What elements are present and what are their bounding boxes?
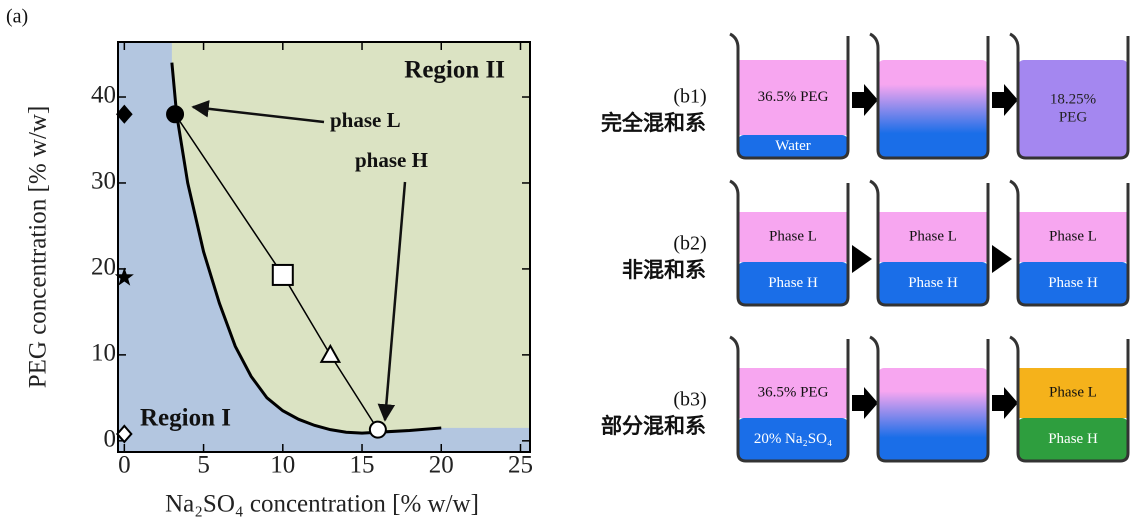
layer-text: 36.5% PEG — [758, 384, 829, 400]
binodal-curve — [170, 62, 442, 435]
x-tick-label: 25 — [508, 452, 533, 479]
process-arrow — [852, 84, 878, 116]
y-tick-label: 40 — [91, 82, 116, 109]
liquid-layer — [1018, 212, 1128, 262]
liquid-layer — [1018, 60, 1128, 158]
marker — [319, 343, 342, 363]
process-arrow — [992, 245, 1012, 273]
layer-text: 36.5% PEG — [758, 89, 829, 105]
liquid-layer — [878, 60, 988, 158]
x-tick-label: 20 — [429, 452, 454, 479]
layer-text: Phase H — [1048, 275, 1098, 291]
process-arrow — [852, 387, 878, 419]
y-axis-label: PEG concentration [% w/w] — [25, 106, 52, 389]
process-arrow — [992, 387, 1018, 419]
liquid-layer — [738, 60, 848, 135]
system-label: (b3) — [673, 389, 706, 411]
layer-text: Water — [775, 138, 810, 154]
arrow — [191, 100, 325, 124]
annotation: phase H — [355, 148, 428, 172]
process-arrow — [992, 84, 1018, 116]
x-axis-label: Na₂SO₄ concentration [% w/w] — [165, 491, 479, 518]
layer-text: 20% Na₂SO₄ — [754, 431, 832, 447]
y-tick-label: 10 — [91, 340, 116, 367]
y-tick-label: 20 — [91, 254, 116, 281]
region-two — [171, 42, 530, 434]
process-arrow — [852, 245, 872, 273]
tie-line — [174, 113, 379, 431]
beaker-diagram: (b1) 完全混和系 36.5% PEG Water 18.25% PEG (b2) 非混和系… — [601, 32, 1130, 463]
liquid-layer — [1018, 418, 1128, 461]
annotation: phase L — [330, 108, 401, 132]
beaker — [729, 32, 850, 160]
beaker — [869, 32, 990, 160]
marker — [114, 267, 134, 286]
layer-text: Phase L — [909, 228, 957, 244]
y-tick-label: 30 — [91, 168, 116, 195]
beaker — [1009, 179, 1130, 307]
x-tick-label: 15 — [350, 452, 375, 479]
x-tick-label: 0 — [118, 452, 131, 479]
plot-frame — [117, 41, 531, 453]
annotation: Region II — [404, 57, 505, 84]
layer-text: Phase L — [1049, 384, 1097, 400]
liquid-layer — [738, 368, 848, 418]
layer-text: Phase L — [769, 228, 817, 244]
layer-text: 18.25% — [1050, 91, 1096, 107]
system-name: 完全混和系 — [601, 111, 706, 135]
layer-text: Phase L — [1049, 228, 1097, 244]
system-name: 部分混和系 — [601, 414, 706, 438]
beaker — [729, 335, 850, 463]
system-name: 非混和系 — [622, 258, 706, 282]
panel-label: (a) — [6, 6, 28, 28]
annotation: Region I — [140, 405, 231, 432]
marker — [271, 263, 294, 286]
liquid-layer — [1018, 262, 1128, 305]
beaker — [1009, 335, 1130, 463]
x-tick-label: 10 — [270, 452, 295, 479]
liquid-layer — [878, 262, 988, 305]
liquid-layer — [738, 262, 848, 305]
beaker — [869, 179, 990, 307]
beaker — [869, 335, 990, 463]
arrow — [377, 181, 407, 422]
liquid-layer — [738, 135, 848, 158]
liquid-layer — [738, 418, 848, 461]
liquid-layer — [878, 368, 988, 461]
beaker — [1009, 32, 1130, 160]
y-tick-label: 0 — [104, 426, 117, 453]
layer-text: Phase H — [768, 275, 818, 291]
layer-text: Phase H — [908, 275, 958, 291]
marker — [116, 104, 133, 124]
x-tick-label: 5 — [197, 452, 210, 479]
liquid-layer — [1018, 368, 1128, 418]
system-label: (b2) — [673, 233, 706, 255]
layer-text: PEG — [1059, 109, 1088, 125]
layer-text: Phase H — [1048, 431, 1098, 447]
marker — [116, 424, 133, 444]
marker — [166, 105, 185, 124]
liquid-layer — [878, 212, 988, 262]
liquid-layer — [738, 212, 848, 262]
marker — [368, 420, 387, 439]
beaker — [729, 179, 850, 307]
system-label: (b1) — [673, 86, 706, 108]
